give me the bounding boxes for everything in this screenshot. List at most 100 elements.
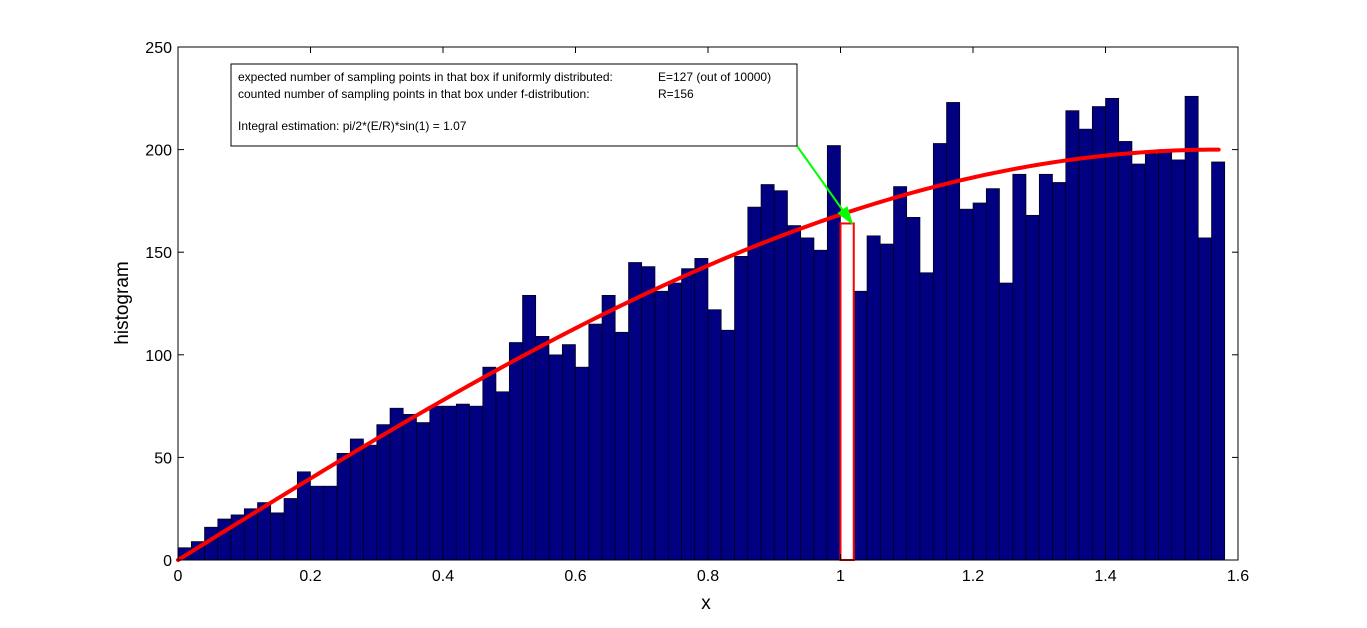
histogram-bar <box>363 444 378 561</box>
histogram-bar <box>853 290 868 561</box>
histogram-bar <box>813 249 828 561</box>
annotation-line-1-value: E=127 (out of 10000) <box>658 70 771 84</box>
histogram-bar <box>561 344 576 561</box>
highlight-layer <box>839 222 855 562</box>
histogram-bar <box>1025 214 1040 561</box>
histogram-bar <box>628 262 643 561</box>
histogram-bar <box>310 485 325 561</box>
histogram-bar <box>800 237 815 561</box>
histogram-bar <box>270 512 285 561</box>
y-axis-label: histogram <box>112 261 133 344</box>
histogram-bar <box>972 202 987 561</box>
histogram-bar <box>1118 141 1133 561</box>
x-tick-label: 1.6 <box>1227 568 1249 585</box>
histogram-bar <box>575 366 590 561</box>
histogram-bar <box>1144 153 1159 561</box>
histogram-bar <box>1012 173 1027 561</box>
histogram-bar <box>614 331 629 561</box>
histogram-bar <box>826 145 841 561</box>
histogram-bar <box>667 282 682 561</box>
histogram-bar <box>866 235 881 561</box>
x-tick-label: 0.6 <box>564 568 586 585</box>
ticks-layer: 0 0.2 0.4 0.6 0.8 1 1.2 1.4 1.6 0 50 100 150 200 250 <box>145 40 1249 585</box>
histogram-bar <box>588 323 603 561</box>
y-tick-label: 50 <box>154 450 172 467</box>
histogram-bar <box>1184 95 1199 561</box>
histogram-bar <box>376 424 391 561</box>
histogram-bar <box>654 290 669 561</box>
histogram-bar <box>601 294 616 561</box>
histogram-bar <box>495 391 510 561</box>
annotation-line-2-value: R=156 <box>658 87 694 101</box>
histogram-bar <box>429 405 444 561</box>
histogram-bar <box>707 309 722 561</box>
x-tick-label: 1.2 <box>962 568 984 585</box>
histogram-bar <box>442 405 457 561</box>
histogram-bar <box>694 258 709 561</box>
histogram-bar <box>681 268 696 561</box>
x-tick-label: 0.4 <box>432 568 454 585</box>
histogram-bar <box>535 336 550 561</box>
histogram-bar <box>1197 237 1212 561</box>
histogram-bar <box>1065 110 1080 561</box>
y-tick-label: 0 <box>163 553 172 570</box>
x-tick-label: 0.2 <box>299 568 321 585</box>
histogram-bar <box>1078 128 1093 561</box>
histogram-bar <box>416 422 431 561</box>
histogram-bar <box>336 452 351 561</box>
annotation-arrow <box>796 145 854 226</box>
histogram-bar <box>522 294 537 561</box>
histogram-bar <box>1131 163 1146 561</box>
histogram-bar <box>787 225 802 561</box>
histogram-bar <box>959 208 974 561</box>
histogram-bar <box>1211 161 1226 561</box>
x-tick-label: 1.4 <box>1094 568 1116 585</box>
histogram-bar <box>323 485 338 561</box>
annotation-frame <box>230 63 798 147</box>
histogram-bar <box>919 272 934 561</box>
histogram-bar <box>1052 182 1067 561</box>
histogram-bar <box>349 438 364 561</box>
histogram-bar <box>879 243 894 561</box>
y-tick-label: 100 <box>145 348 172 365</box>
annotation-line-2-text: counted number of sampling points in tha… <box>238 87 590 101</box>
fitted-curve <box>176 147 1221 562</box>
histogram-bar <box>893 186 908 561</box>
x-axis-label: x <box>701 593 711 614</box>
x-tick-label: 0 <box>174 568 183 585</box>
histogram-bar <box>773 190 788 561</box>
x-tick-label: 1 <box>836 568 845 585</box>
x-tick-label: 0.8 <box>697 568 719 585</box>
arrow-head <box>837 206 854 226</box>
arrow-shaft <box>796 145 851 222</box>
annotation-line-1-text: expected number of sampling points in th… <box>238 70 613 84</box>
histogram-bar <box>641 266 656 561</box>
y-tick-label: 200 <box>145 143 172 160</box>
histogram-bar <box>1105 98 1120 561</box>
y-tick-label: 250 <box>145 40 172 57</box>
histogram-bar <box>1158 149 1173 561</box>
histogram-bar <box>1038 173 1053 561</box>
histogram-bar <box>1171 159 1186 561</box>
histogram-bar <box>985 188 1000 561</box>
annotation-line-4-text: Integral estimation: pi/2*(E/R)*sin(1) =… <box>238 119 467 133</box>
histogram-bar <box>946 102 961 561</box>
histogram-bar <box>734 256 749 561</box>
histogram-bar <box>747 206 762 561</box>
histogram-bar <box>720 329 735 561</box>
histogram-bar <box>469 405 484 561</box>
histogram-bar <box>548 354 563 561</box>
histogram-bar <box>906 217 921 561</box>
annotation-box: expected number of sampling points in th… <box>230 63 798 147</box>
histogram-bar <box>999 282 1014 561</box>
histogram-bar <box>932 143 947 561</box>
histogram-bar <box>482 366 497 561</box>
histogram-bar <box>217 518 232 561</box>
y-tick-label: 150 <box>145 245 172 262</box>
histogram-bar <box>1091 106 1106 561</box>
histogram-bar <box>283 498 298 561</box>
histogram-bar <box>455 403 470 561</box>
histogram-bar <box>508 342 523 561</box>
histogram-bar <box>402 414 417 561</box>
